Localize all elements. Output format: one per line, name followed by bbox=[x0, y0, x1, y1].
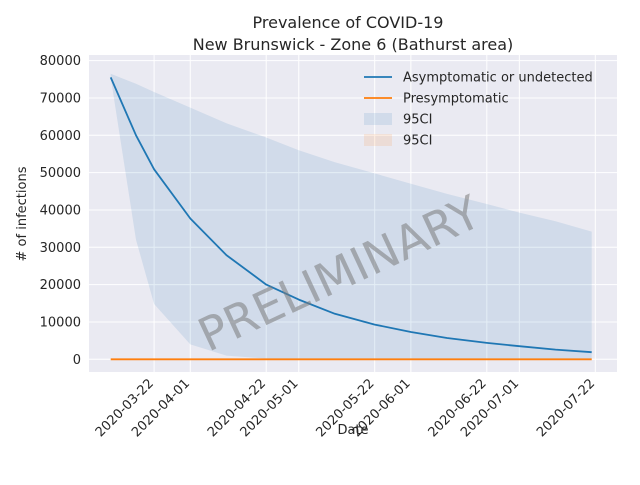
chart-title: Prevalence of COVID-19 bbox=[253, 13, 444, 32]
y-tick-labels: 0 10000 20000 30000 40000 50000 60000 70000 8000… bbox=[40, 54, 81, 368]
ci-band-0 bbox=[110, 73, 592, 360]
legend: Asymptomatic or undetected Presymptomatic… bbox=[364, 71, 593, 149]
series-line-0 bbox=[109, 77, 592, 354]
y-tick-label: 60000 bbox=[40, 129, 81, 144]
legend-swatch bbox=[364, 134, 392, 146]
x-axis-title: Date bbox=[337, 423, 368, 438]
y-tick-label: 10000 bbox=[40, 315, 81, 330]
y-tick-label: 20000 bbox=[40, 278, 81, 293]
y-tick-label: 0 bbox=[73, 353, 81, 368]
legend-label: Asymptomatic or undetected bbox=[403, 71, 593, 86]
grid-lines bbox=[89, 55, 617, 372]
legend-label: 95CI bbox=[403, 134, 432, 149]
legend-label: 95CI bbox=[403, 113, 432, 128]
y-tick-label: 50000 bbox=[40, 166, 81, 181]
legend-label: Presymptomatic bbox=[403, 92, 509, 107]
y-tick-label: 30000 bbox=[40, 241, 81, 256]
legend-swatch bbox=[364, 113, 392, 125]
y-tick-label: 80000 bbox=[40, 54, 81, 69]
y-tick-label: 40000 bbox=[40, 203, 81, 218]
confidence-bands bbox=[110, 73, 592, 360]
chart-subtitle: New Brunswick - Zone 6 (Bathurst area) bbox=[193, 35, 514, 54]
y-tick-label: 70000 bbox=[40, 91, 81, 106]
y-axis-title: # of infections bbox=[15, 166, 30, 261]
series-lines bbox=[109, 77, 592, 361]
x-tick-label: 2020-07-22 bbox=[534, 376, 598, 440]
